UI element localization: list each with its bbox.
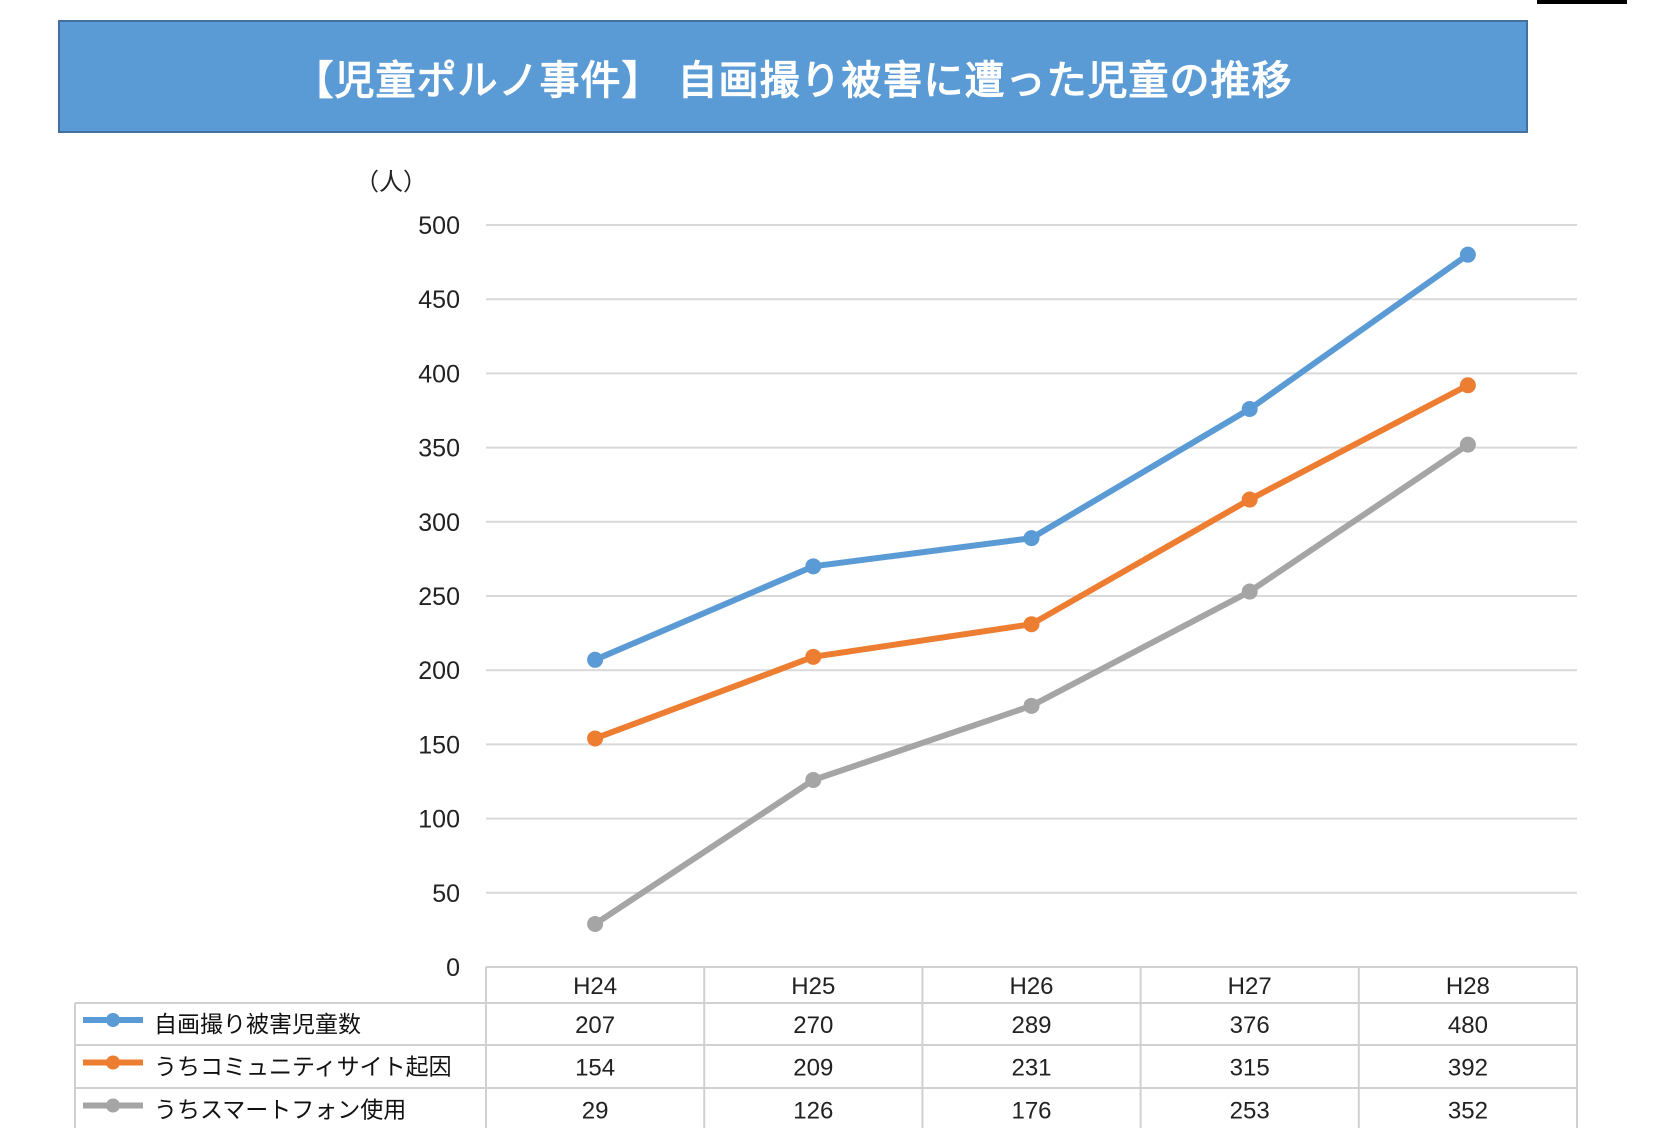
y-tick-label: 150	[418, 731, 460, 759]
legend-marker-key	[106, 1098, 120, 1113]
data-point	[805, 648, 822, 665]
data-point	[587, 730, 604, 747]
data-point	[1241, 491, 1258, 508]
y-tick-label: 300	[418, 509, 460, 537]
data-point	[1459, 246, 1476, 263]
y-axis-label: （人）	[355, 168, 427, 196]
table-value-cell: 392	[1448, 1055, 1488, 1082]
table-value-cell: 376	[1230, 1012, 1270, 1039]
data-point	[1241, 401, 1258, 418]
y-tick-label: 500	[418, 212, 460, 240]
data-point	[805, 558, 822, 575]
series-line	[592, 382, 1471, 742]
table-value-cell: 289	[1011, 1012, 1051, 1039]
y-tick-label: 350	[418, 435, 460, 463]
y-tick-label: 400	[418, 360, 460, 388]
data-point	[1023, 616, 1040, 633]
x-tick-label: H28	[1446, 973, 1490, 1000]
table-value-cell: 253	[1230, 1098, 1270, 1125]
x-tick-label: H27	[1228, 973, 1272, 1000]
series-line	[592, 251, 1471, 663]
table-value-cell: 270	[793, 1012, 833, 1039]
x-tick-label: H26	[1009, 973, 1053, 1000]
y-tick-label: 50	[432, 880, 460, 908]
data-point	[1459, 436, 1476, 453]
legend-series-name: うちスマートフォン使用	[154, 1098, 406, 1124]
legend-series-name: 自画撮り被害児童数	[154, 1012, 361, 1038]
y-tick-label: 0	[446, 954, 460, 982]
table-value-cell: 29	[582, 1098, 609, 1125]
data-point	[587, 915, 604, 932]
table-value-cell: 176	[1011, 1098, 1051, 1125]
y-tick-label: 100	[418, 806, 460, 834]
data-point	[1023, 530, 1040, 547]
legend-marker-key	[106, 1055, 120, 1070]
data-point	[587, 651, 604, 668]
corner-mark	[1537, 0, 1627, 4]
data-point	[1241, 583, 1258, 600]
y-tick-label: 200	[418, 657, 460, 685]
legend-series-name: うちコミュニティサイト起因	[154, 1055, 452, 1081]
x-tick-label: H25	[791, 973, 835, 1000]
y-tick-label: 250	[418, 583, 460, 611]
table-value-cell: 154	[575, 1055, 615, 1082]
legend-marker-key	[106, 1013, 120, 1027]
data-point	[1459, 377, 1476, 394]
table-value-cell: 126	[793, 1098, 833, 1125]
data-point	[1023, 697, 1040, 714]
chart-title-banner: 【児童ポルノ事件】 自画撮り被害に遭った児童の推移	[58, 20, 1528, 133]
x-tick-label: H24	[573, 973, 617, 1000]
chart-title: 【児童ポルノ事件】 自画撮り被害に遭った児童の推移	[293, 57, 1293, 104]
table-value-cell: 315	[1230, 1055, 1270, 1082]
series-line	[592, 441, 1471, 927]
table-value-cell: 231	[1011, 1055, 1051, 1082]
data-point	[805, 772, 822, 789]
table-value-cell: 352	[1448, 1098, 1488, 1125]
table-value-cell: 480	[1448, 1012, 1488, 1039]
y-tick-label: 450	[418, 286, 460, 314]
table-value-cell: 207	[575, 1012, 615, 1039]
table-value-cell: 209	[793, 1055, 833, 1082]
